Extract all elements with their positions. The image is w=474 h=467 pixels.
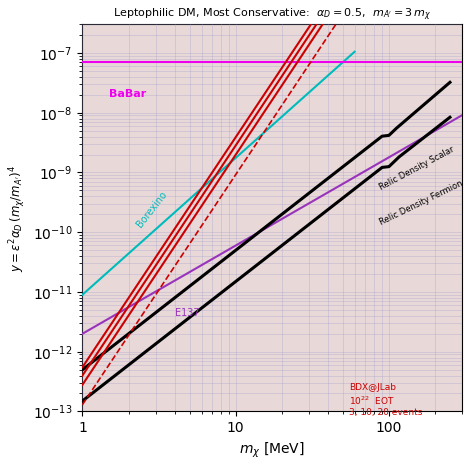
X-axis label: $m_\chi$ [MeV]: $m_\chi$ [MeV] <box>239 441 305 460</box>
Y-axis label: $y = \epsilon^2 \alpha_D\, (m_\chi/m_{A'})^4$: $y = \epsilon^2 \alpha_D\, (m_\chi/m_{A'… <box>7 164 27 271</box>
Text: E137: E137 <box>175 308 200 318</box>
Text: BaBar: BaBar <box>109 90 146 99</box>
Text: Relic Density Scalar: Relic Density Scalar <box>378 145 456 192</box>
Text: Borexino: Borexino <box>135 190 169 229</box>
Text: BDX@JLab
$10^{22}$  EOT
3, 10, 20 events: BDX@JLab $10^{22}$ EOT 3, 10, 20 events <box>349 383 422 417</box>
Title: Leptophilic DM, Most Conservative:  $\alpha_D = 0.5$,  $m_{A'} = 3\, m_\chi$: Leptophilic DM, Most Conservative: $\alp… <box>113 7 431 23</box>
Text: Relic Density Fermion: Relic Density Fermion <box>378 179 465 227</box>
